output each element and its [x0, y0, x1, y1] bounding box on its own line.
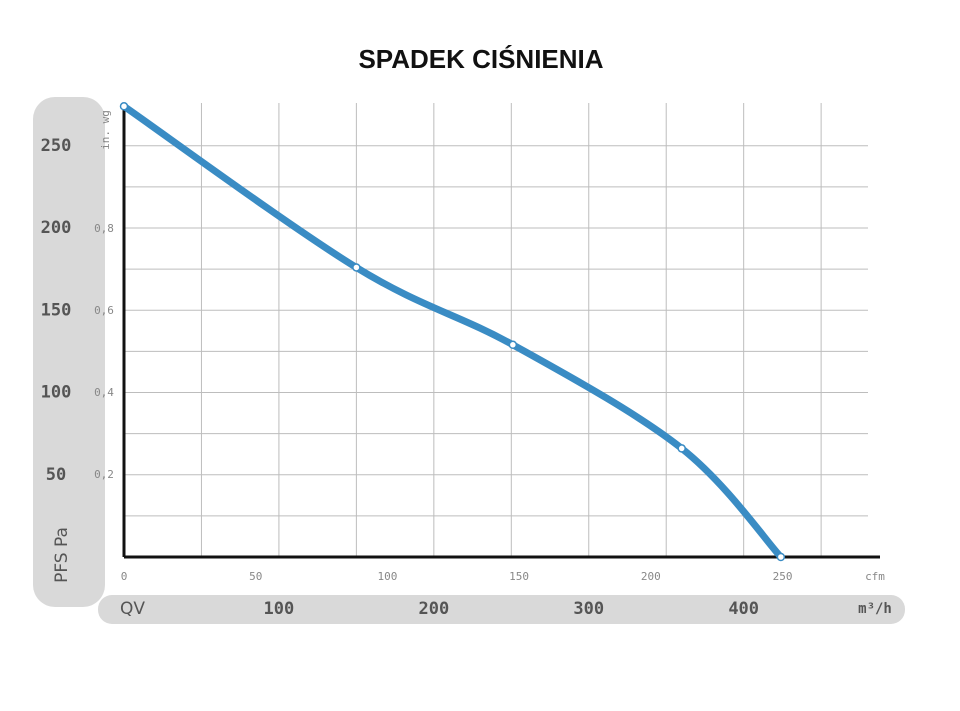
x2-tick-label: 0 — [121, 570, 128, 583]
data-point — [119, 102, 129, 111]
y2-tick-label: 0,4 — [94, 386, 114, 399]
y2-tick-label: 0,8 — [94, 222, 114, 235]
y2-tick-label: 0,6 — [94, 304, 114, 317]
x-tick-label: 300 — [573, 599, 604, 619]
y2-tick-label: 0,2 — [94, 468, 114, 481]
y-tick-label: 100 — [41, 383, 72, 403]
data-point — [352, 263, 361, 272]
y-tick-label: 150 — [41, 300, 72, 320]
x2-tick-label: 100 — [377, 570, 397, 583]
y-tick-label: 200 — [41, 218, 72, 238]
x-axis-unit: m³/h — [858, 601, 892, 617]
x-tick-label: 400 — [728, 599, 759, 619]
y-axis-label: PFS Pa — [52, 527, 72, 583]
y2-axis-label: in. wg — [99, 110, 112, 150]
chart-title: SPADEK CIŚNIENIA — [358, 44, 603, 74]
x2-axis-label: cfm — [865, 570, 885, 583]
x2-tick-label: 150 — [509, 570, 529, 583]
x2-tick-label: 50 — [249, 570, 262, 583]
y-axis-band — [33, 97, 105, 607]
x2-tick-label: 200 — [641, 570, 661, 583]
x-axis-label: QV — [120, 599, 145, 619]
data-point — [776, 552, 786, 562]
y-tick-label: 250 — [41, 136, 72, 156]
x-axis-band — [98, 595, 905, 624]
data-point — [677, 444, 686, 453]
x-tick-label: 200 — [418, 599, 449, 619]
y-tick-label: 50 — [46, 465, 66, 485]
data-point — [508, 340, 518, 350]
x-tick-label: 100 — [264, 599, 295, 619]
x2-tick-label: 250 — [773, 570, 793, 583]
pressure-curve — [120, 102, 785, 561]
